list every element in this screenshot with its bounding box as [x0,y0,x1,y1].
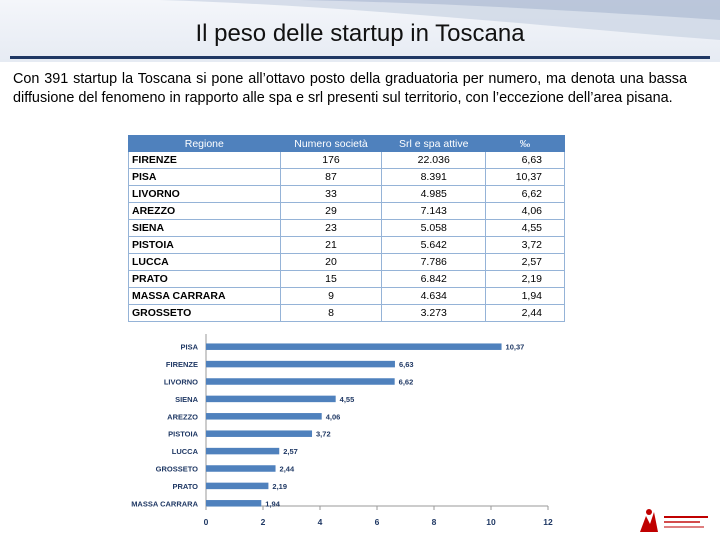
bar [206,500,262,507]
companies-cell: 8 [279,304,383,322]
companies-cell: 33 [279,185,383,203]
table-row: PISA 87 8.391 10,37 [128,168,565,186]
category-label: SIENA [175,395,199,404]
region-cell: FIRENZE [128,151,281,169]
category-label: PRATO [172,482,198,491]
permille-cell: 1,94 [485,287,565,305]
permille-bar-chart: PISA 10,37 FIRENZE 6,63 LIVORNO 6,62 SIENA 4,55… [131,334,553,527]
value-label: 2,57 [283,447,298,456]
active-companies-cell: 3.273 [381,304,487,322]
table-row: LIVORNO 33 4.985 6,62 [128,185,565,203]
region-cell: AREZZO [128,202,281,220]
bar [206,413,322,420]
x-tick-label: 10 [486,517,496,527]
table-header-row: Regione Numero società Srl e spa attive … [128,135,565,152]
x-tick-label: 6 [375,517,380,527]
table-row: SIENA 23 5.058 4,55 [128,219,565,237]
startup-table: Regione Numero società Srl e spa attive … [128,135,565,322]
value-label: 1,94 [265,499,280,508]
bar [206,465,276,472]
value-label: 3,72 [316,430,331,439]
table-row: PISTOIA 21 5.642 3,72 [128,236,565,254]
region-cell: SIENA [128,219,281,237]
companies-cell: 23 [279,219,383,237]
active-companies-cell: 5.058 [381,219,487,237]
intro-paragraph: Con 391 startup la Toscana si pone all’o… [13,71,687,106]
permille-cell: 6,62 [485,185,565,203]
x-tick-label: 12 [543,517,553,527]
category-label: PISTOIA [168,430,198,439]
region-cell: GROSSETO [128,304,281,322]
category-label: LIVORNO [164,378,198,387]
value-label: 6,63 [399,360,414,369]
value-label: 6,62 [399,378,414,387]
active-companies-cell: 7.786 [381,253,487,271]
permille-cell: 10,37 [485,168,565,186]
companies-cell: 9 [279,287,383,305]
category-label: GROSSETO [156,465,199,474]
companies-cell: 15 [279,270,383,288]
permille-cell: 2,44 [485,304,565,322]
column-header: Regione [128,135,281,152]
table-row: GROSSETO 8 3.273 2,44 [128,304,565,322]
region-cell: LIVORNO [128,185,281,203]
region-cell: MASSA CARRARA [128,287,281,305]
region-cell: PISA [128,168,281,186]
x-tick-label: 0 [204,517,209,527]
companies-cell: 21 [279,236,383,254]
x-tick-label: 2 [261,517,266,527]
permille-cell: 2,19 [485,270,565,288]
region-cell: PISTOIA [128,236,281,254]
table-row: LUCCA 20 7.786 2,57 [128,253,565,271]
companies-cell: 176 [279,151,383,169]
table-row: AREZZO 29 7.143 4,06 [128,202,565,220]
title-rule [10,56,710,59]
bar [206,430,313,437]
active-companies-cell: 4.634 [381,287,487,305]
bar [206,482,269,490]
chamber-of-commerce-logo [640,509,708,532]
region-cell: LUCCA [128,253,281,271]
bar [206,395,336,403]
table-row: PRATO 15 6.842 2,19 [128,270,565,288]
permille-cell: 4,06 [485,202,565,220]
value-label: 2,44 [280,465,295,474]
bar [206,378,395,385]
table-row: FIRENZE 176 22.036 6,63 [128,151,565,169]
companies-cell: 29 [279,202,383,220]
category-label: PISA [180,343,198,352]
category-label: FIRENZE [166,360,198,369]
active-companies-cell: 7.143 [381,202,487,220]
bar [206,360,395,368]
permille-cell: 2,57 [485,253,565,271]
column-header: Srl e spa attive [381,135,487,152]
page-title: Il peso delle startup in Toscana [195,20,525,47]
permille-cell: 6,63 [485,151,565,169]
x-tick-label: 4 [318,517,323,527]
category-label: AREZZO [167,412,198,421]
permille-cell: 3,72 [485,236,565,254]
header-swoosh [160,0,720,40]
category-label: MASSA CARRARA [131,499,198,508]
bar [206,447,280,455]
companies-cell: 87 [279,168,383,186]
x-tick-label: 8 [432,517,437,527]
active-companies-cell: 4.985 [381,185,487,203]
category-label: LUCCA [172,447,199,456]
active-companies-cell: 22.036 [381,151,487,169]
active-companies-cell: 8.391 [381,168,487,186]
active-companies-cell: 5.642 [381,236,487,254]
table-row: MASSA CARRARA 9 4.634 1,94 [128,287,565,305]
value-label: 4,06 [326,412,341,421]
region-cell: PRATO [128,270,281,288]
permille-cell: 4,55 [485,219,565,237]
active-companies-cell: 6.842 [381,270,487,288]
companies-cell: 20 [279,253,383,271]
bar [206,343,502,350]
column-header: ‰ [485,135,565,152]
value-label: 4,55 [340,395,355,404]
value-label: 10,37 [506,343,525,352]
column-header: Numero società [279,135,383,152]
value-label: 2,19 [272,482,287,491]
